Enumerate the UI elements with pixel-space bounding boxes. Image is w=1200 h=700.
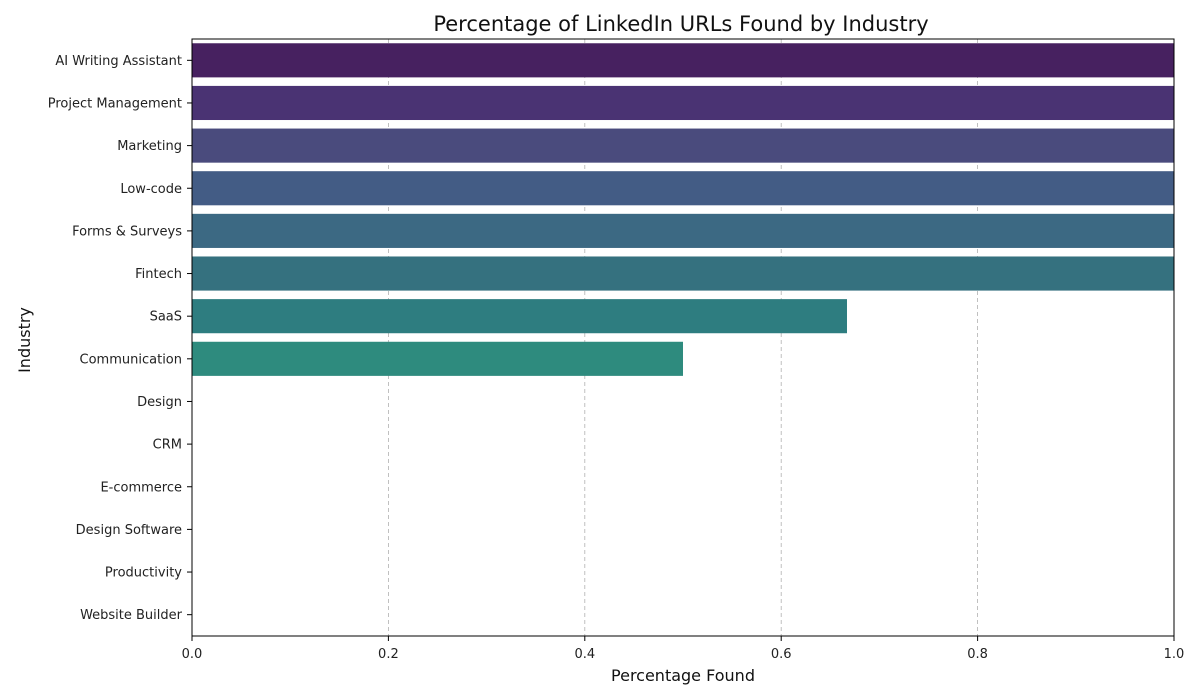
x-axis-title: Percentage Found [611, 666, 755, 685]
y-axis: AI Writing Assistant Project Management Ma… [48, 54, 192, 623]
y-tick-label: Productivity [105, 566, 182, 581]
bar [192, 128, 1174, 163]
bars [192, 43, 1174, 376]
y-axis-title: Industry [15, 307, 34, 373]
bar [192, 341, 683, 376]
bar [192, 171, 1174, 206]
y-tick-label: Design Software [76, 523, 182, 538]
y-tick-label: Marketing [117, 139, 182, 154]
bar [192, 43, 1174, 78]
x-tick-label: 0.0 [182, 647, 203, 662]
y-tick-label: Communication [80, 352, 182, 367]
y-tick-label: SaaS [150, 310, 182, 325]
y-tick-label: Low-code [120, 182, 182, 197]
x-tick-label: 0.2 [378, 647, 399, 662]
y-tick-label: E-commerce [100, 480, 182, 495]
x-tick-label: 0.6 [771, 647, 792, 662]
bar [192, 213, 1174, 248]
y-tick-label: Website Builder [80, 608, 183, 623]
y-tick-label: Design [137, 395, 182, 410]
y-tick-label: CRM [153, 438, 182, 453]
x-tick-label: 0.8 [967, 647, 988, 662]
x-tick-label: 0.4 [574, 647, 595, 662]
x-axis: 0.0 0.2 0.4 0.6 0.8 1.0 [182, 636, 1185, 662]
bar [192, 85, 1174, 121]
bar [192, 299, 847, 334]
y-tick-label: Forms & Surveys [72, 224, 182, 239]
chart-title: Percentage of LinkedIn URLs Found by Ind… [433, 12, 928, 36]
plot-frame [191, 38, 1175, 637]
bar [192, 256, 1174, 291]
x-tick-label: 1.0 [1164, 647, 1185, 662]
y-tick-label: AI Writing Assistant [55, 54, 182, 69]
y-tick-label: Project Management [48, 96, 182, 111]
y-tick-label: Fintech [135, 267, 182, 282]
